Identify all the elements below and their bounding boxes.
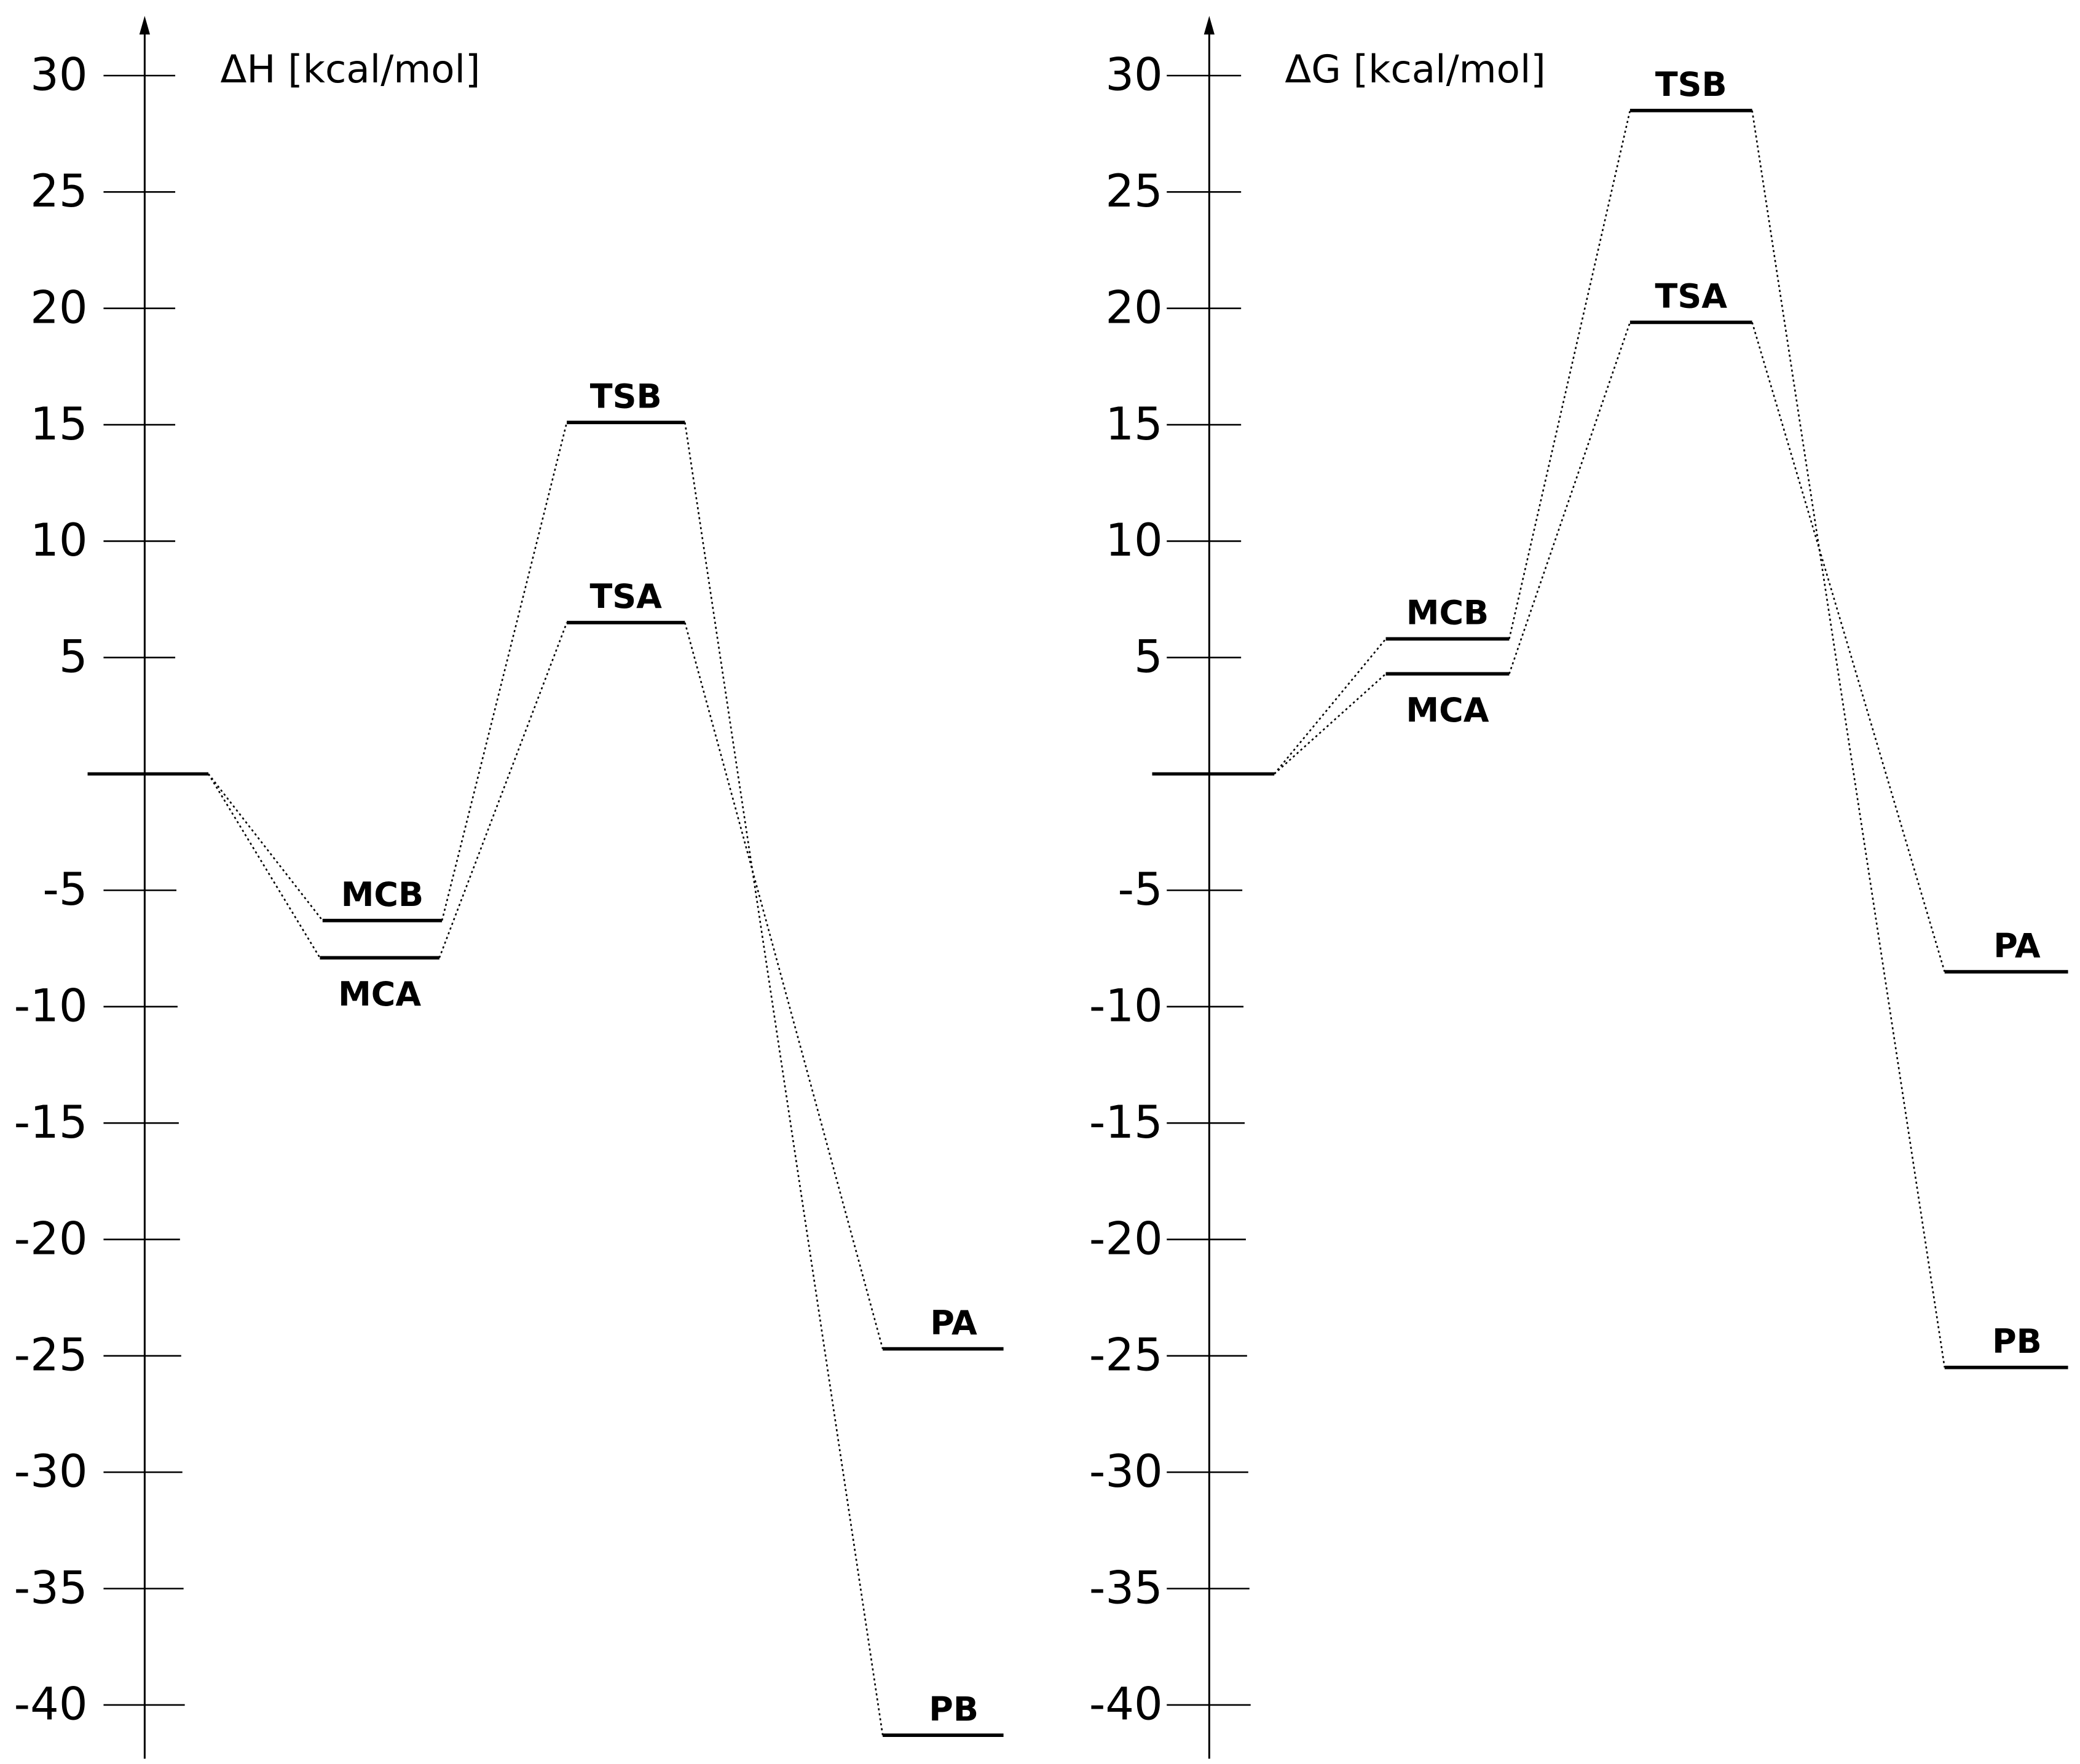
level-label-mcb: MCB [341, 875, 423, 914]
y-tick-label: 5 [1134, 631, 1163, 683]
y-tick-label: -10 [1089, 980, 1163, 1033]
y-tick-label: -25 [1089, 1329, 1163, 1382]
y-tick-label: 10 [30, 514, 87, 567]
y-tick-label: 25 [30, 165, 87, 218]
axis-title: ΔH [kcal/mol] [220, 47, 480, 92]
y-tick-label: -25 [14, 1329, 88, 1382]
connector-dotted [684, 622, 884, 1349]
level-label-mcb: MCB [1406, 594, 1489, 632]
level-label-mca: MCA [338, 975, 421, 1014]
connector-dotted [1274, 673, 1387, 775]
connector-dotted [438, 622, 568, 958]
axis-title: ΔG [kcal/mol] [1285, 47, 1545, 92]
level-label-tsb: TSB [590, 377, 662, 416]
y-tick-label: -5 [1118, 864, 1163, 916]
y-tick-label: -20 [1089, 1213, 1163, 1265]
level-label-pb: PB [929, 1690, 979, 1728]
level-label-tsa: TSA [1655, 277, 1728, 316]
y-tick-label: -15 [1089, 1097, 1163, 1149]
level-label-tsa: TSA [589, 577, 662, 616]
y-tick-label: -35 [14, 1562, 88, 1614]
y-tick-label: 20 [1105, 282, 1162, 334]
level-label-pb: PB [1992, 1322, 2042, 1361]
connector-dotted [1751, 322, 1945, 972]
y-tick-label: -5 [42, 864, 87, 916]
connector-dotted [1508, 322, 1631, 674]
y-tick-label: -30 [14, 1446, 88, 1498]
y-tick-label: 15 [1105, 398, 1162, 451]
level-label-mca: MCA [1406, 691, 1489, 730]
connector-dotted [1751, 110, 1946, 1368]
y-axis-arrow-icon [1203, 15, 1215, 35]
y-tick-label: -20 [14, 1213, 88, 1265]
y-tick-label: 10 [1105, 514, 1162, 567]
y-tick-label: -40 [1089, 1679, 1163, 1731]
y-tick-label: 25 [1105, 165, 1162, 218]
y-tick-label: -15 [14, 1097, 88, 1149]
y-tick-label: 20 [30, 282, 87, 334]
level-label-tsb: TSB [1655, 65, 1727, 104]
y-tick-label: 5 [59, 631, 88, 683]
level-label-pa: PA [1993, 926, 2041, 965]
y-tick-label: -40 [14, 1679, 88, 1731]
y-tick-label: -35 [1089, 1562, 1163, 1614]
connector-dotted [208, 773, 323, 921]
y-tick-label: 30 [30, 49, 87, 101]
connector-dotted [684, 422, 884, 1736]
connector-dotted [1274, 638, 1387, 774]
y-tick-label: -30 [1089, 1446, 1163, 1498]
connector-dotted [441, 422, 568, 921]
connector-dotted [1508, 110, 1631, 639]
level-label-pa: PA [930, 1304, 977, 1342]
y-tick-label: 15 [30, 398, 87, 451]
y-axis-arrow-icon [139, 15, 151, 35]
y-tick-label: 30 [1105, 49, 1162, 101]
y-tick-label: -10 [14, 980, 88, 1033]
connector-dotted [207, 773, 321, 958]
